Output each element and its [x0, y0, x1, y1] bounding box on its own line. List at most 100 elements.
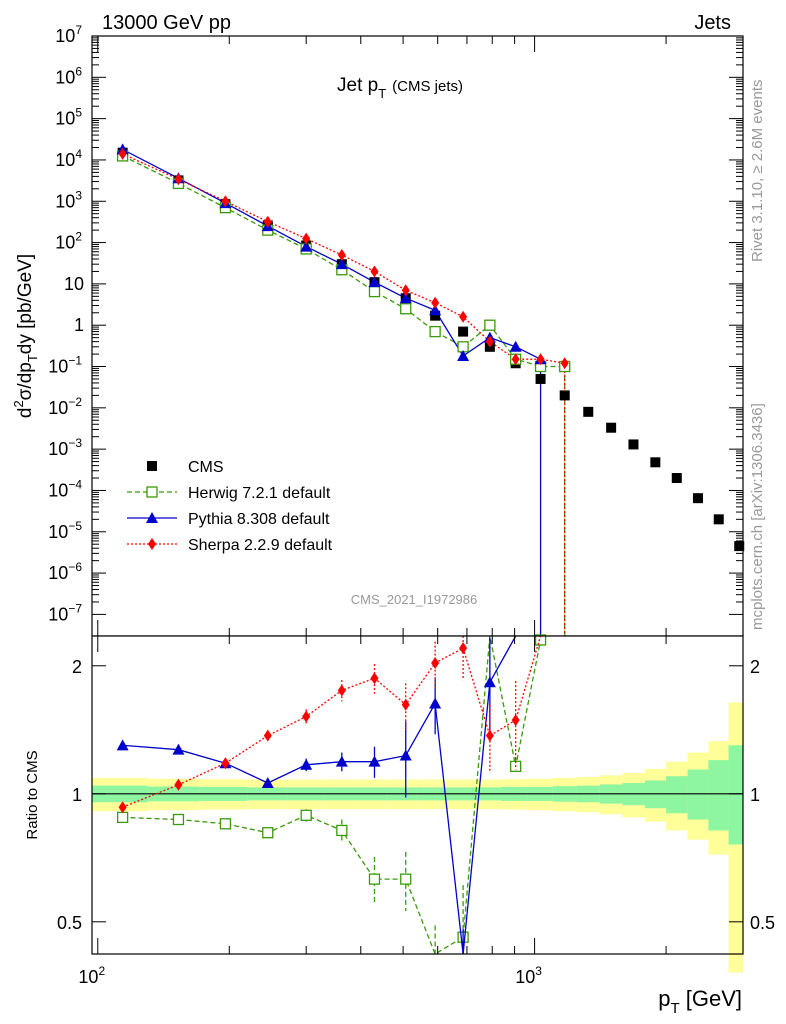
main-ytick-exp-13: −6: [68, 560, 82, 574]
ratio-point-0-12: [534, 634, 547, 646]
main-point-2-11: [509, 340, 522, 352]
ratio-ytick-label-right-2: 2: [750, 657, 760, 677]
main-point-1-8: [429, 325, 441, 338]
main-ytick-exp-1: 6: [75, 64, 82, 78]
main-ytick-base-9: 10: [48, 398, 68, 418]
main-ytick-label-0: 107: [55, 23, 82, 46]
main-ytick-label-9: 10−2: [48, 395, 82, 418]
main-y-axis-label: d2σ/dpTdy [pb/GeV]: [11, 254, 40, 418]
main-ytick-base-13: 10: [48, 563, 68, 583]
main-point-0-19: [692, 493, 703, 504]
x-tick-base-1: 10: [515, 967, 535, 987]
main-point-3-8: [431, 296, 440, 309]
main-point-3-6: [370, 265, 379, 278]
main-ytick-label-4: 103: [55, 188, 82, 211]
main-point-0-14: [583, 406, 594, 417]
main-point-3-3: [263, 215, 272, 228]
main-ytick-label-14: 10−7: [48, 601, 82, 624]
main-point-1-6: [368, 285, 381, 298]
ratio-point-0-7: [400, 873, 412, 885]
ratio-point-1-7: [399, 749, 412, 761]
ratio-point-2-11: [511, 714, 520, 727]
main-point-0-9: [458, 326, 469, 337]
main-ytick-label-8: 10−1: [48, 354, 82, 377]
ratio-point-2-2: [221, 757, 230, 770]
main-point-3-12: [536, 353, 545, 366]
main-ytick-base-0: 10: [55, 26, 75, 46]
ratio-point-1-5: [335, 755, 348, 767]
main-ytick-exp-12: −5: [68, 519, 82, 533]
ratio-point-1-1: [172, 743, 185, 755]
main-point-3-11: [511, 353, 520, 366]
main-ytick-label-12: 10−5: [48, 519, 82, 542]
main-ytick-label-11: 10−4: [48, 477, 82, 500]
main-point-0-13: [559, 390, 570, 401]
main-ytick-exp-3: 4: [75, 147, 82, 161]
main-point-3-9: [459, 310, 468, 323]
main-ytick-label-3: 104: [55, 147, 82, 170]
ratio-point-0-0: [116, 811, 129, 824]
main-ytick-exp-14: −7: [68, 601, 82, 615]
main-plot-area: [92, 36, 743, 636]
plot-title-subscript: T: [378, 86, 386, 101]
legend-label-3: Sherpa 2.2.9 default: [188, 537, 333, 554]
ratio-point-1-3: [261, 777, 274, 789]
main-point-2-9: [457, 349, 470, 361]
main-point-0-17: [650, 457, 661, 468]
x-tick-label-1: 103: [515, 964, 542, 987]
ratio-point-1-4: [300, 758, 313, 770]
main-ytick-exp-11: −4: [68, 477, 82, 491]
ratio-point-2-0: [118, 801, 127, 814]
main-plot: 10710610510410310210110−110−210−310−410−…: [11, 23, 745, 637]
legend-label-1: Herwig 7.2.1 default: [188, 485, 331, 502]
main-ytick-exp-2: 5: [75, 106, 82, 120]
ratio-point-2-4: [302, 710, 311, 723]
main-point-3-13: [560, 357, 569, 370]
ratio-marks: [92, 634, 743, 973]
ratio-series-line-1: [122, 635, 517, 955]
x-tick-exp-0: 2: [98, 964, 105, 978]
main-ytick-base-10: 10: [48, 439, 68, 459]
main-point-2-6: [368, 276, 381, 288]
ratio-stat-band-18: [666, 776, 688, 814]
rivet-version-label: Rivet 3.1.10, ≥ 2.6M events: [749, 80, 766, 263]
main-ytick-base-1: 10: [55, 67, 75, 87]
legend-marker-0: [147, 461, 157, 471]
ratio-stat-band-20: [708, 760, 729, 831]
main-ytick-exp-5: 2: [75, 230, 82, 244]
main-ytick-exp-4: 3: [75, 188, 82, 202]
x-tick-base-0: 10: [78, 967, 98, 987]
main-marks: [116, 143, 745, 636]
main-point-0-16: [628, 439, 639, 450]
legend-marker-1: [146, 486, 158, 498]
analysis-watermark: CMS_2021_I1972986: [351, 592, 478, 607]
main-ytick-exp-10: −3: [68, 436, 82, 450]
ratio-point-0-4: [300, 809, 312, 821]
main-series-line-0: [122, 155, 565, 368]
main-point-0-21: [734, 541, 745, 552]
header-left: 13000 GeV pp: [102, 12, 231, 34]
main-point-3-10: [485, 335, 494, 348]
main-ytick-base-4: 10: [55, 191, 75, 211]
ratio-ytick-label-2: 2: [72, 657, 82, 677]
ratio-y-axis-label: Ratio to CMS: [24, 750, 41, 839]
ratio-point-2-1: [174, 778, 183, 791]
main-point-3-7: [401, 284, 410, 297]
main-ytick-base-8: 10: [48, 357, 68, 377]
legend-label-0: CMS: [188, 459, 224, 476]
ratio-point-2-5: [337, 684, 346, 697]
x-axis-label: pT [GeV]: [658, 986, 742, 1017]
ratio-point-1-10: [483, 676, 496, 688]
main-ytick-exp-0: 7: [75, 23, 82, 37]
ratio-point-0-3: [262, 827, 274, 839]
main-ytick-label-13: 10−6: [48, 560, 82, 583]
main-point-2-4: [300, 240, 313, 252]
ratio-stat-band-19: [687, 769, 709, 820]
legend-marker-3: [148, 538, 156, 550]
x-tick-label-0: 102: [78, 964, 105, 987]
ratio-point-0-1: [172, 813, 185, 826]
ratio-ytick-label-right-0: 0.5: [750, 913, 775, 933]
main-ytick-label-2: 105: [55, 106, 82, 129]
